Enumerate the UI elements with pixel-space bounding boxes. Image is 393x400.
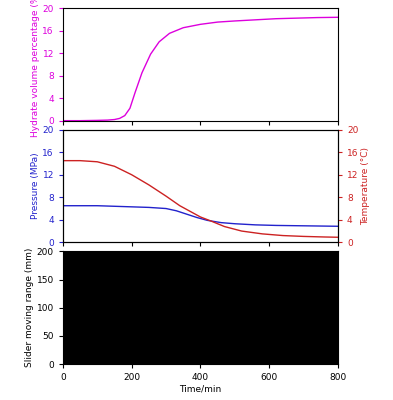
Y-axis label: Pressure (MPa): Pressure (MPa) bbox=[31, 153, 40, 219]
Y-axis label: Temperature (°C): Temperature (°C) bbox=[361, 147, 370, 225]
Y-axis label: Slider moving range (mm): Slider moving range (mm) bbox=[25, 248, 34, 367]
Y-axis label: Hydrate volume percentage (%): Hydrate volume percentage (%) bbox=[31, 0, 40, 137]
X-axis label: Time/min: Time/min bbox=[179, 385, 222, 394]
